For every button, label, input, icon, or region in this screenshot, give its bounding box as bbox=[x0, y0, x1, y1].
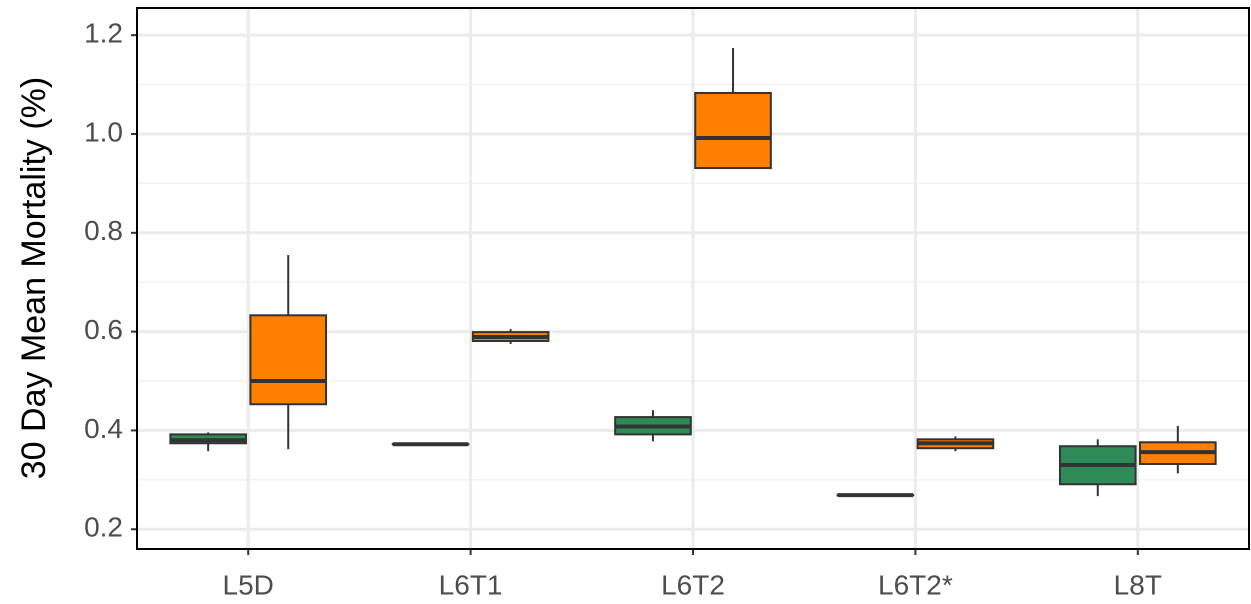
y-axis-title: 30 Day Mean Mortality (%) bbox=[15, 77, 53, 479]
y-tick-label: 1.0 bbox=[84, 116, 123, 147]
y-tick-label: 1.2 bbox=[84, 18, 123, 49]
y-tick-label: 0.4 bbox=[84, 413, 123, 444]
x-tick-label: L6T1 bbox=[439, 569, 503, 600]
y-tick-label: 0.6 bbox=[84, 314, 123, 345]
box bbox=[694, 91, 772, 170]
y-tick-label: 0.2 bbox=[84, 512, 123, 543]
x-tick-label: L6T2* bbox=[878, 569, 953, 600]
box bbox=[249, 314, 328, 406]
x-tick-label: L6T2 bbox=[661, 569, 725, 600]
x-tick-label: L5D bbox=[223, 569, 274, 600]
y-tick-label: 0.8 bbox=[84, 215, 123, 246]
panel-border bbox=[136, 7, 1250, 550]
x-tick-label: L8T bbox=[1114, 569, 1162, 600]
